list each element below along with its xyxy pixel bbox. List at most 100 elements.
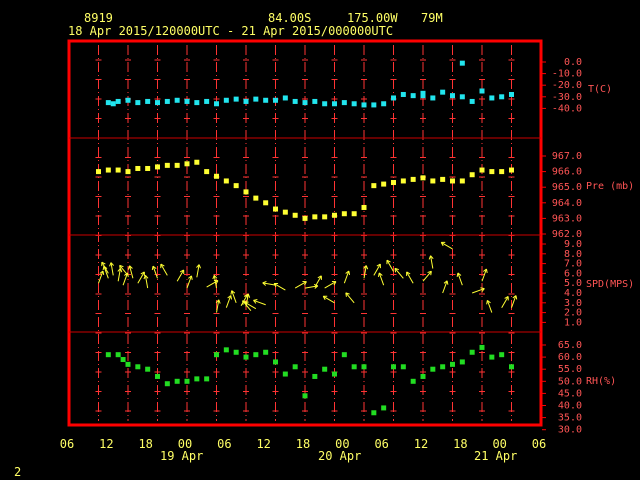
- wind-y-tick-label: 4.0: [564, 288, 582, 299]
- wind-arrow: [176, 269, 185, 282]
- temperature-point: [243, 98, 249, 104]
- wind-arrow: [324, 281, 337, 289]
- wind-arrow: [440, 241, 453, 250]
- humidity-point: [430, 366, 436, 372]
- wind-y-tick-label: 1.0: [564, 317, 582, 328]
- temperature-y-tick-label: -20.0: [552, 80, 582, 91]
- humidity-point: [459, 359, 465, 365]
- pressure-point: [145, 165, 151, 171]
- wind-arrow: [230, 290, 237, 303]
- wind-arrow: [225, 295, 233, 308]
- humidity-point: [115, 352, 121, 358]
- wind-arrow: [294, 281, 307, 289]
- temperature-point: [164, 98, 170, 104]
- x-tick-label: 06: [217, 437, 231, 451]
- wind-arrow: [117, 268, 123, 282]
- pressure-point: [184, 161, 190, 167]
- wind-arrow: [160, 263, 168, 276]
- pressure-point: [253, 195, 259, 201]
- humidity-point: [164, 381, 170, 387]
- temperature-point: [509, 91, 514, 97]
- data-layer: [96, 60, 518, 416]
- humidity-point: [499, 352, 505, 358]
- wind-arrow: [143, 274, 149, 289]
- humidity-point: [371, 410, 377, 416]
- plot-frame: [67, 39, 543, 427]
- pressure-y-tick-label: 967.0: [552, 151, 582, 162]
- pressure-point: [273, 206, 278, 212]
- temperature-point: [253, 96, 259, 102]
- humidity-y-tick-label: 40.0: [558, 401, 582, 412]
- pressure-point: [223, 178, 229, 184]
- temperature-y-tick-label: 0.0: [564, 57, 582, 68]
- humidity-point: [302, 393, 308, 399]
- wind-arrow: [394, 267, 404, 279]
- wind-y-tick-label: 2.0: [564, 308, 582, 319]
- x-tick-label: 12: [99, 437, 113, 451]
- wind-arrow: [486, 299, 493, 313]
- humidity-point: [263, 349, 269, 355]
- temperature-y-tick-label: -10.0: [552, 69, 582, 80]
- wind-arrow: [501, 296, 509, 308]
- station-id: 8919: [84, 11, 113, 25]
- wind-arrow: [442, 280, 449, 294]
- pressure-point: [391, 180, 396, 186]
- x-tick-label: 06: [532, 437, 546, 451]
- temperature-point: [263, 97, 269, 103]
- temperature-point: [223, 97, 229, 103]
- wind-speed-axis-label: SPD(MPS): [586, 279, 634, 290]
- temperature-point: [420, 93, 426, 99]
- wind-arrow: [196, 264, 201, 278]
- wind-arrow: [262, 281, 276, 286]
- humidity-point: [351, 364, 357, 370]
- wind-arrow: [109, 262, 114, 276]
- temperature-point: [174, 97, 180, 103]
- humidity-point: [440, 364, 446, 370]
- pressure-point: [115, 167, 121, 173]
- humidity-point: [145, 366, 151, 372]
- wind-arrow: [215, 299, 221, 313]
- pressure-point: [174, 162, 180, 168]
- wind-arrow: [127, 265, 134, 279]
- humidity-point: [381, 405, 387, 411]
- temperature-point: [302, 100, 308, 106]
- temperature-point: [489, 95, 495, 101]
- humidity-point: [194, 376, 200, 382]
- temperature-point: [440, 89, 446, 95]
- wind-y-tick-label: 9.0: [564, 239, 582, 250]
- humidity-y-tick-label: 30.0: [558, 425, 582, 436]
- temperature-y-tick-label: -40.0: [552, 103, 582, 114]
- day-label-19-apr: 19 Apr: [160, 449, 203, 463]
- pressure-point: [459, 178, 465, 184]
- humidity-point: [312, 373, 318, 379]
- temperature-point: [430, 95, 436, 101]
- temperature-point: [194, 100, 200, 106]
- x-tick-label: 18: [453, 437, 467, 451]
- temperature-y-tick-label: -30.0: [552, 92, 582, 103]
- wind-arrow: [212, 274, 218, 289]
- x-tick-label: 00: [335, 437, 349, 451]
- pressure-point: [204, 169, 210, 175]
- pressure-point: [509, 167, 514, 173]
- temperature-point: [292, 98, 298, 104]
- humidity-point: [174, 378, 180, 384]
- temperature-point: [322, 101, 328, 107]
- humidity-point: [410, 378, 416, 384]
- humidity-point: [469, 349, 475, 355]
- temperature-point: [135, 100, 141, 106]
- humidity-point: [273, 359, 278, 365]
- temperature-point: [381, 101, 387, 107]
- wind-arrow: [206, 280, 219, 288]
- temperature-point: [400, 91, 406, 97]
- wind-arrow: [422, 270, 432, 282]
- humidity-point: [450, 361, 455, 367]
- wind-arrow: [363, 265, 369, 279]
- x-tick-label: 12: [414, 437, 428, 451]
- pressure-point: [499, 169, 505, 175]
- pressure-point: [312, 214, 318, 220]
- pressure-point: [430, 178, 436, 184]
- pressure-point: [489, 169, 495, 175]
- temperature-point: [450, 93, 455, 99]
- humidity-point: [184, 378, 190, 384]
